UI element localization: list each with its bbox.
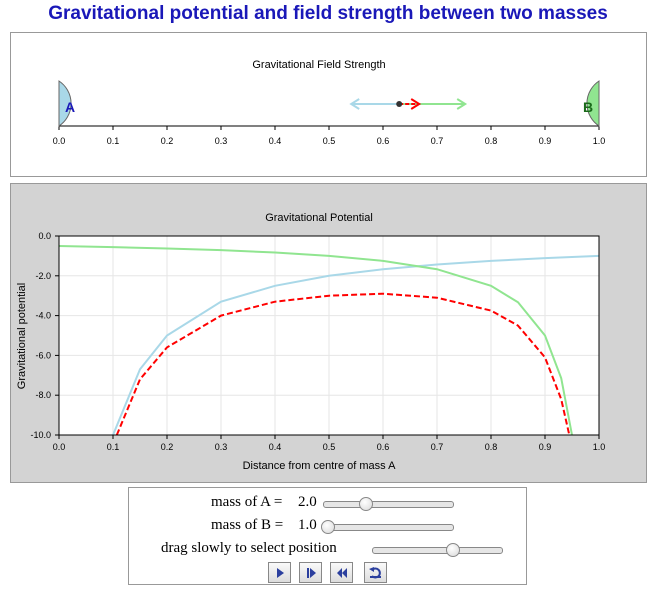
x-tick-label: 0.2 xyxy=(161,442,174,452)
field-tick-label: 0.1 xyxy=(107,136,120,146)
field-arrow-a-head xyxy=(349,98,360,110)
field-strength-chart: Gravitational Field Strength 0.0 0.1 0.2 0.… xyxy=(53,59,606,146)
potential-panel: Gravitational Potential 0.0 0.1 0.2 0.3 0.4 0… xyxy=(10,183,647,483)
potential-series-1 xyxy=(112,254,600,436)
mass-a-control-label: mass of A = xyxy=(211,494,283,510)
position-slider-track[interactable] xyxy=(372,547,503,554)
position-slider-thumb[interactable] xyxy=(446,543,461,557)
position-marker[interactable] xyxy=(396,101,403,107)
step-forward-button[interactable] xyxy=(299,562,322,583)
x-tick-label: 0.1 xyxy=(107,442,120,452)
position-row: drag slowly to select position xyxy=(129,540,526,560)
field-tick-label: 0.9 xyxy=(539,136,552,146)
mass-a-slider-thumb[interactable] xyxy=(358,497,373,511)
mass-a-row: mass of A = 2.0 xyxy=(129,494,526,514)
x-tick-label: 0.6 xyxy=(377,442,390,452)
mass-a-value: 2.0 xyxy=(298,494,317,510)
page-title: Gravitational potential and field streng… xyxy=(48,3,608,24)
mass-a-label: A xyxy=(65,99,75,115)
x-axis-label: Distance from centre of mass A xyxy=(243,460,396,472)
mass-b-row: mass of B = 1.0 xyxy=(129,517,526,537)
x-tick-label: 0.8 xyxy=(485,442,498,452)
mass-b-label: B xyxy=(583,99,593,115)
y-tick-label: -2.0 xyxy=(35,271,51,281)
x-tick-label: 0.4 xyxy=(269,442,282,452)
position-control-label: drag slowly to select position xyxy=(161,540,337,556)
y-tick-label: -10.0 xyxy=(30,430,51,440)
field-tick-label: 0.2 xyxy=(161,136,174,146)
reset-button[interactable] xyxy=(364,562,387,583)
y-tick-label: -6.0 xyxy=(35,350,51,360)
mass-b-control-label: mass of B = xyxy=(211,517,284,533)
field-tick-label: 0.5 xyxy=(323,136,336,146)
field-tick-label: 1.0 xyxy=(593,136,606,146)
y-tick-label: -4.0 xyxy=(35,311,51,321)
x-tick-label: 0.3 xyxy=(215,442,228,452)
rewind-button[interactable] xyxy=(330,562,353,583)
field-chart-title: Gravitational Field Strength xyxy=(252,59,385,71)
rewind-icon xyxy=(336,567,347,578)
field-tick-label: 0.0 xyxy=(53,136,66,146)
field-strength-panel: Gravitational Field Strength 0.0 0.1 0.2 0.… xyxy=(10,32,647,177)
field-arrow-b-head xyxy=(456,98,468,110)
controls-panel: mass of A = 2.0 mass of B = 1.0 drag slo… xyxy=(128,487,527,585)
step-forward-icon xyxy=(306,567,316,578)
field-tick-label: 0.4 xyxy=(269,136,282,146)
y-tick-label: 0.0 xyxy=(38,231,51,241)
y-axis-label: Gravitational potential xyxy=(16,283,28,389)
field-tick-label: 0.3 xyxy=(215,136,228,146)
potential-chart: Gravitational Potential 0.0 0.1 0.2 0.3 0.4 0… xyxy=(16,212,606,472)
x-tick-label: 0.0 xyxy=(53,442,66,452)
mass-b-slider-thumb[interactable] xyxy=(321,520,335,534)
field-arrow-total-head xyxy=(410,98,422,110)
mass-b-value: 1.0 xyxy=(298,517,317,533)
mass-b-shape xyxy=(586,80,600,127)
mass-b-slider-track[interactable] xyxy=(323,524,454,531)
mass-a-slider-track[interactable] xyxy=(323,501,454,508)
x-tick-label: 0.9 xyxy=(539,442,552,452)
field-tick-label: 0.6 xyxy=(377,136,390,146)
y-tick-label: -8.0 xyxy=(35,390,51,400)
play-button[interactable] xyxy=(268,562,291,583)
reset-icon xyxy=(369,567,381,579)
x-tick-label: 0.7 xyxy=(431,442,444,452)
potential-series-2 xyxy=(58,245,573,436)
potential-chart-title: Gravitational Potential xyxy=(265,212,373,224)
field-tick-label: 0.7 xyxy=(431,136,444,146)
x-tick-label: 1.0 xyxy=(593,442,606,452)
x-tick-label: 0.5 xyxy=(323,442,336,452)
potential-series-3 xyxy=(115,292,571,436)
field-tick-label: 0.8 xyxy=(485,136,498,146)
play-icon xyxy=(276,567,284,578)
mass-a-shape xyxy=(58,80,72,127)
